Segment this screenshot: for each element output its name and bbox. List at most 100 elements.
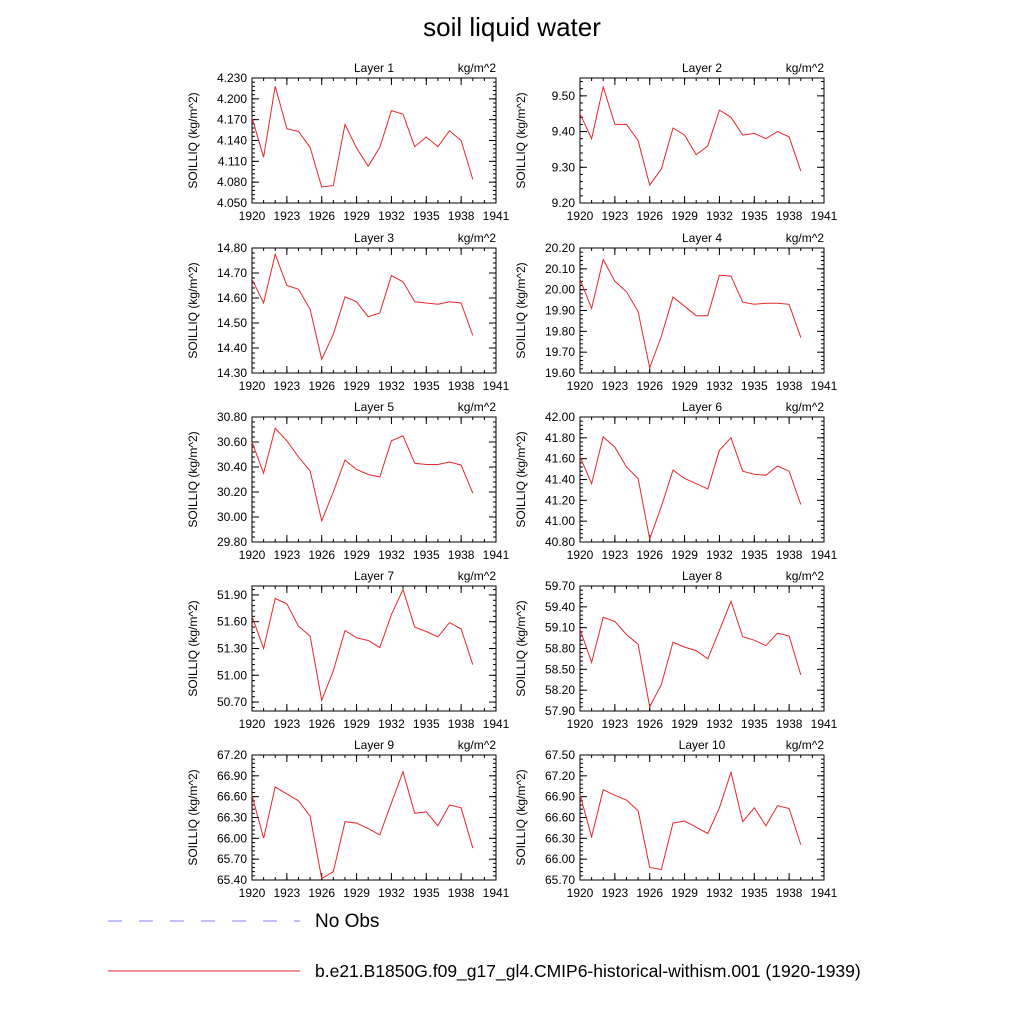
- x-tick-label: 1935: [413, 886, 440, 900]
- data-point: [800, 170, 802, 172]
- x-tick-label: 1929: [343, 548, 370, 562]
- x-tick-label: 1941: [483, 717, 510, 731]
- data-point: [344, 296, 346, 298]
- data-point: [695, 483, 697, 485]
- y-tick-label: 66.00: [217, 831, 247, 845]
- data-point: [414, 462, 416, 464]
- data-point: [649, 184, 651, 186]
- x-tick-label: 1926: [636, 379, 663, 393]
- data-point: [251, 278, 253, 280]
- x-tick-label: 1929: [671, 209, 698, 223]
- panel-title: Layer 2: [682, 61, 722, 75]
- y-tick-label: 19.70: [545, 345, 575, 359]
- data-point: [449, 130, 451, 132]
- x-tick-label: 1941: [483, 379, 510, 393]
- data-point: [742, 301, 744, 303]
- y-tick-label: 14.80: [217, 241, 247, 255]
- x-tick-label: 1923: [602, 379, 629, 393]
- y-tick-label: 51.90: [217, 588, 247, 602]
- data-point: [414, 146, 416, 148]
- data-point: [777, 465, 779, 467]
- x-tick-label: 1941: [811, 379, 838, 393]
- data-point: [591, 483, 593, 485]
- x-tick-label: 1923: [602, 209, 629, 223]
- data-point: [684, 820, 686, 822]
- y-tick-label: 66.90: [217, 769, 247, 783]
- data-point: [591, 308, 593, 310]
- data-point: [333, 670, 335, 672]
- panel-units: kg/m^2: [458, 231, 497, 245]
- data-point: [414, 813, 416, 815]
- data-point: [437, 636, 439, 638]
- y-tick-label: 66.90: [545, 790, 575, 804]
- x-tick-label: 1935: [741, 548, 768, 562]
- y-tick-label: 9.20: [552, 196, 576, 210]
- x-tick-label: 1932: [378, 209, 405, 223]
- data-point: [298, 131, 300, 133]
- panel-title: Layer 3: [354, 231, 394, 245]
- data-point: [707, 658, 709, 660]
- panel-title: Layer 9: [354, 738, 394, 752]
- series-line-model: [579, 599, 802, 709]
- legend-label-model: b.e21.B1850G.f09_g17_gl4.CMIP6-historica…: [315, 961, 861, 981]
- data-point: [661, 336, 663, 338]
- panel-title: Layer 8: [682, 569, 722, 583]
- y-tick-label: 29.80: [217, 535, 247, 549]
- x-tick-label: 1935: [413, 379, 440, 393]
- data-point: [449, 301, 451, 303]
- data-point: [356, 147, 358, 149]
- series-line-model: [251, 770, 474, 880]
- data-point: [614, 281, 616, 283]
- plot-frame: [579, 585, 825, 712]
- x-tick-label: 1935: [741, 209, 768, 223]
- plot-frame: [579, 77, 825, 204]
- data-point: [263, 648, 265, 650]
- y-tick-label: 41.60: [545, 452, 575, 466]
- y-tick-label: 65.70: [545, 873, 575, 887]
- data-point: [460, 628, 462, 630]
- x-tick-label: 1935: [741, 717, 768, 731]
- x-tick-label: 1932: [378, 886, 405, 900]
- x-tick-label: 1920: [239, 548, 266, 562]
- data-point: [602, 436, 604, 438]
- plot-frame: [251, 247, 497, 374]
- x-tick-label: 1926: [308, 886, 335, 900]
- y-tick-label: 20.20: [545, 241, 575, 255]
- chart-panel-4: 1920 1923 1926 1929 1932 1935 1938 1941 19.60 19.…: [514, 231, 838, 393]
- x-tick-label: 1938: [776, 379, 803, 393]
- x-tick-label: 1926: [636, 886, 663, 900]
- data-point: [649, 538, 651, 540]
- x-tick-label: 1938: [448, 886, 475, 900]
- x-tick-label: 1935: [741, 886, 768, 900]
- chart-panel-2: 1920 1923 1926 1929 1932 1935 1938 1941 9.20 9.30…: [514, 61, 838, 223]
- y-tick-label: 20.00: [545, 283, 575, 297]
- data-point: [274, 598, 276, 600]
- y-tick-label: 59.10: [545, 621, 575, 635]
- y-tick-label: 30.40: [217, 460, 247, 474]
- y-tick-label: 59.70: [545, 579, 575, 593]
- data-point: [800, 674, 802, 676]
- data-point: [472, 664, 474, 666]
- x-tick-label: 1923: [274, 379, 301, 393]
- data-point: [263, 472, 265, 474]
- data-point: [707, 145, 709, 147]
- data-point: [579, 628, 581, 630]
- figure-title: soil liquid water: [423, 12, 601, 42]
- y-tick-label: 41.80: [545, 431, 575, 445]
- x-tick-label: 1923: [274, 209, 301, 223]
- y-tick-label: 66.60: [545, 811, 575, 825]
- data-point: [309, 308, 311, 310]
- data-point: [356, 822, 358, 824]
- data-point: [379, 147, 381, 149]
- data-point: [367, 474, 369, 476]
- data-point: [321, 186, 323, 188]
- y-tick-label: 51.60: [217, 615, 247, 629]
- data-point: [579, 113, 581, 115]
- data-point: [626, 799, 628, 801]
- data-point: [637, 140, 639, 142]
- data-point: [719, 450, 721, 452]
- data-point: [788, 303, 790, 305]
- x-tick-label: 1929: [671, 379, 698, 393]
- data-point: [765, 825, 767, 827]
- data-point: [402, 281, 404, 283]
